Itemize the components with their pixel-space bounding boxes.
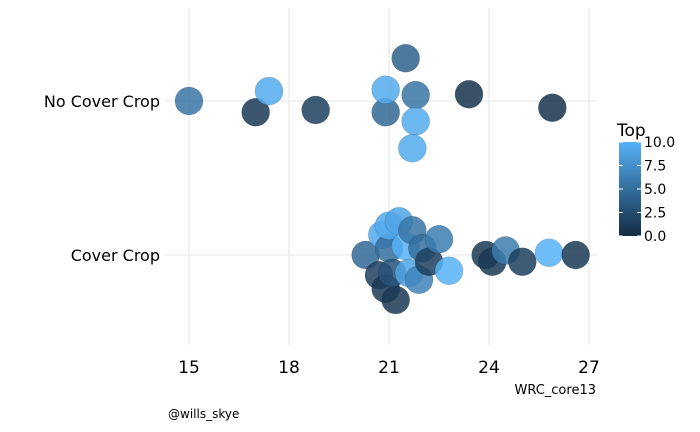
x-axis-labels: 15 18 21 24 27 xyxy=(178,358,600,378)
legend-label: 2.5 xyxy=(644,206,666,222)
data-points xyxy=(174,43,591,315)
data-point xyxy=(507,247,537,277)
legend-ticks xyxy=(619,141,641,237)
x-tick-label: 21 xyxy=(378,358,400,378)
y-tick-label-no-cover-crop: No Cover Crop xyxy=(44,92,160,111)
x-tick-label: 15 xyxy=(178,358,200,378)
data-point xyxy=(454,79,484,109)
legend-title: Top xyxy=(616,121,646,141)
legend-label: 5.0 xyxy=(644,182,666,198)
data-point xyxy=(381,285,411,315)
data-point xyxy=(401,106,431,136)
data-point xyxy=(561,240,591,270)
legend-label: 0.0 xyxy=(644,229,666,245)
data-point xyxy=(301,95,331,125)
data-point xyxy=(537,93,567,123)
color-legend: Top 10.0 7.5 5.0 2.5 0.0 xyxy=(616,121,675,245)
data-point xyxy=(391,43,421,73)
data-point xyxy=(424,224,454,254)
data-point xyxy=(241,97,271,127)
data-point xyxy=(397,133,427,163)
data-point xyxy=(371,75,401,105)
legend-colorbar xyxy=(619,142,641,236)
x-axis-title: WRC_core13 xyxy=(514,383,596,398)
data-point xyxy=(174,86,204,116)
x-tick-label: 24 xyxy=(478,358,500,378)
y-tick-label-cover-crop: Cover Crop xyxy=(71,246,160,265)
legend-label: 10.0 xyxy=(644,135,675,151)
data-point xyxy=(401,80,431,110)
legend-label: 7.5 xyxy=(644,159,666,175)
caption-credit: @wills_skye xyxy=(168,407,239,421)
x-tick-label: 27 xyxy=(578,358,600,378)
data-point xyxy=(434,256,464,286)
x-tick-label: 18 xyxy=(278,358,300,378)
y-axis-labels: No Cover Crop Cover Crop xyxy=(44,92,160,265)
data-point xyxy=(254,76,284,106)
data-point xyxy=(534,238,564,268)
